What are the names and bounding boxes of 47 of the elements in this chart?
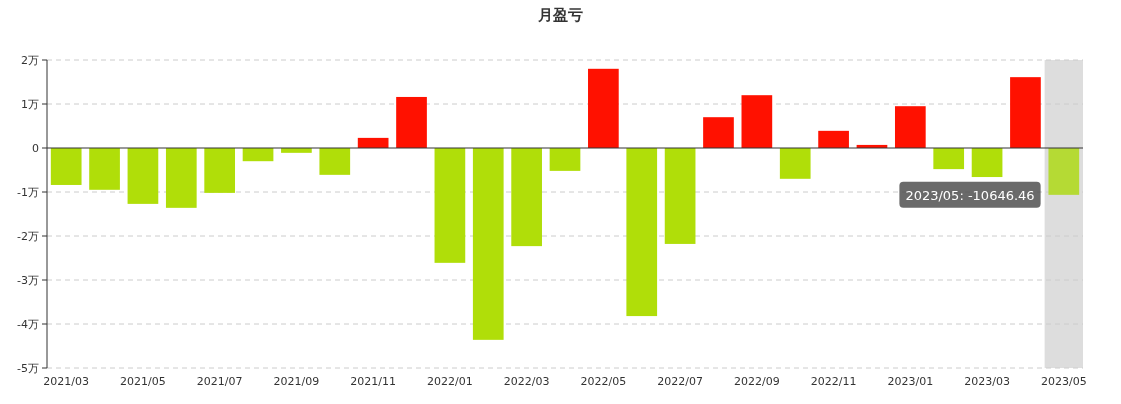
x-tick-label: 2023/05 — [1040, 375, 1087, 388]
bar — [549, 148, 581, 171]
x-tick-label: 2022/07 — [657, 375, 703, 388]
x-tick-label: 2021/05 — [120, 375, 166, 388]
x-tick-label: 2021/11 — [350, 375, 396, 388]
bar — [127, 148, 159, 204]
x-tick-label: 2021/03 — [43, 375, 90, 388]
bar — [588, 68, 619, 148]
bar — [204, 148, 236, 193]
bar — [434, 148, 466, 263]
chart-title: 月盈亏 — [537, 6, 583, 24]
x-tick-label: 2022/11 — [810, 375, 857, 388]
bar — [626, 148, 658, 317]
bar — [1010, 77, 1041, 148]
x-tick-label: 2021/07 — [196, 375, 243, 388]
bar — [89, 148, 120, 190]
bar — [165, 148, 197, 208]
bar — [971, 148, 1003, 178]
y-tick-label: 2万 — [21, 54, 39, 67]
y-tick-label: 1万 — [21, 98, 39, 111]
bar — [511, 148, 542, 247]
x-tick-label: 2023/01 — [887, 375, 934, 388]
bar — [50, 148, 82, 185]
y-tick-label: -2万 — [17, 230, 39, 243]
x-tick-label: 2022/01 — [427, 375, 473, 388]
x-tick-label: 2022/09 — [734, 375, 780, 388]
bar — [894, 106, 926, 148]
annotation: 2023/05: -10646.46 — [905, 187, 1035, 203]
x-tick-label: 2022/03 — [503, 375, 550, 388]
x-tick-label: 2021/09 — [273, 375, 320, 388]
y-tick-label: 0 — [32, 142, 39, 155]
y-tick-label: -3万 — [17, 274, 39, 287]
x-tick-label: 2022/05 — [580, 375, 627, 388]
bar — [818, 130, 849, 148]
bar — [1048, 148, 1080, 195]
bar — [779, 148, 811, 179]
bar — [741, 95, 773, 148]
bar — [472, 148, 504, 340]
bar — [664, 148, 696, 244]
x-tick-label: 2023/03 — [964, 375, 1010, 388]
y-tick-label: -5万 — [17, 362, 39, 375]
bar — [933, 148, 965, 170]
bar — [396, 96, 427, 148]
y-tick-label: -4万 — [17, 318, 39, 331]
y-tick-label: -1万 — [17, 186, 39, 199]
bar — [319, 148, 351, 175]
bar — [703, 117, 734, 148]
